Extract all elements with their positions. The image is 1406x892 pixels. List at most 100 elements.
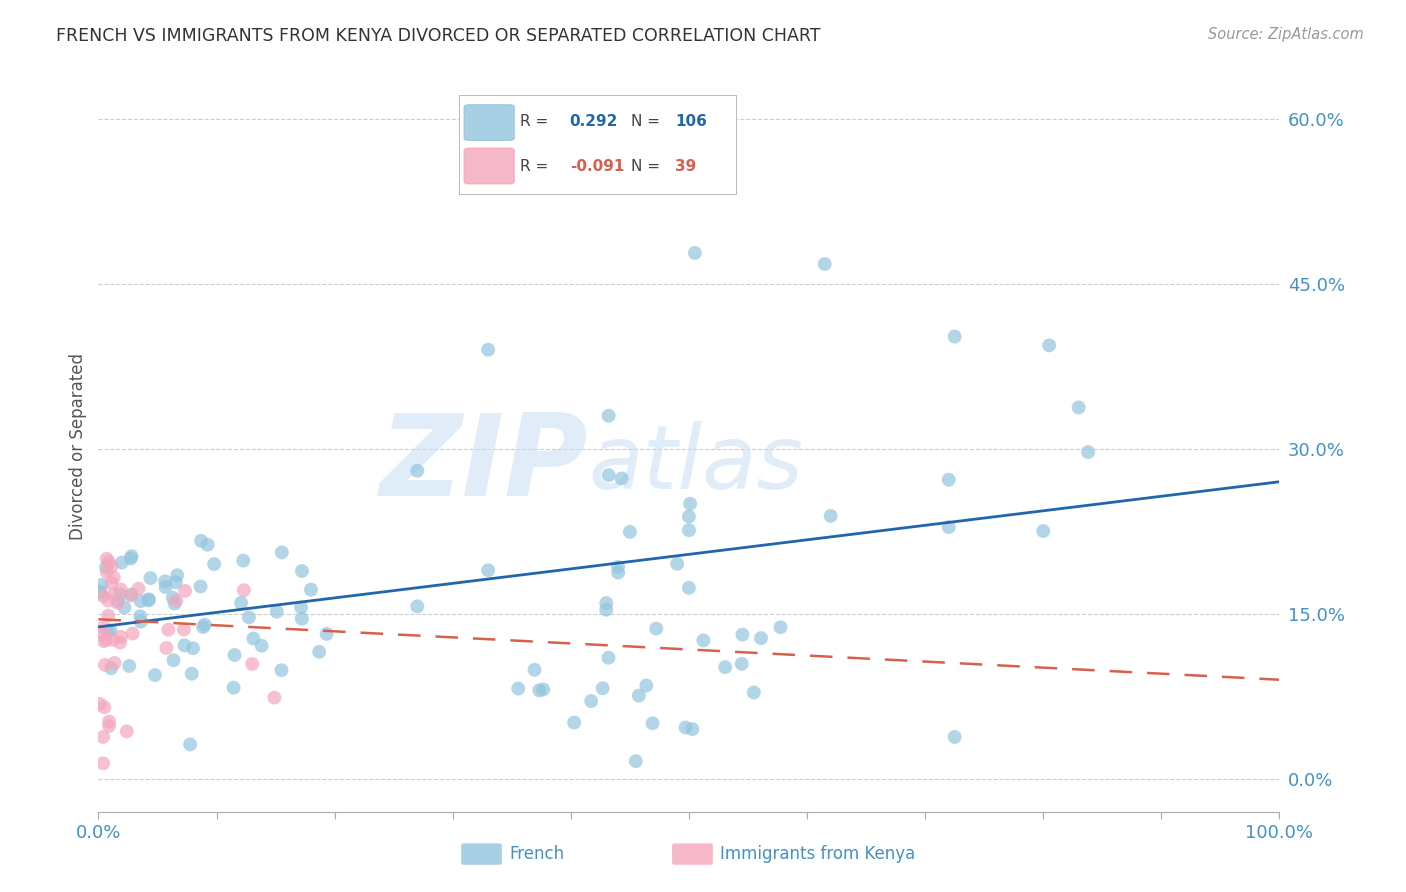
Point <box>531 682 554 697</box>
Point <box>938 520 960 534</box>
Point <box>94 633 117 648</box>
Point <box>97 624 120 639</box>
Point <box>477 563 499 577</box>
Point <box>97 593 120 607</box>
Point <box>607 560 630 574</box>
Point <box>129 594 152 608</box>
Point <box>595 603 617 617</box>
Point <box>157 623 180 637</box>
Point <box>165 593 187 607</box>
Point <box>91 756 114 771</box>
Point <box>290 600 312 615</box>
Point <box>681 722 703 736</box>
Point <box>508 681 530 696</box>
Point <box>121 549 143 564</box>
Point <box>598 409 620 423</box>
Point <box>166 568 188 582</box>
Point <box>118 659 141 673</box>
Point <box>100 661 122 675</box>
Point <box>619 524 641 539</box>
Point <box>94 560 117 574</box>
Point <box>143 668 166 682</box>
Point <box>938 473 960 487</box>
Point <box>610 471 633 485</box>
Text: Source: ZipAtlas.com: Source: ZipAtlas.com <box>1208 27 1364 42</box>
Point <box>103 656 125 670</box>
Point <box>100 559 122 574</box>
Point <box>194 617 217 632</box>
Point <box>108 635 131 649</box>
Point <box>814 257 837 271</box>
Point <box>270 663 292 677</box>
Point <box>607 566 630 580</box>
Point <box>678 523 700 537</box>
Point <box>174 583 197 598</box>
Point <box>162 653 184 667</box>
Point <box>96 565 118 579</box>
Point <box>232 554 254 568</box>
Point <box>190 579 212 593</box>
Point <box>679 497 702 511</box>
Point <box>1038 338 1060 352</box>
Point <box>107 594 129 608</box>
Point <box>238 610 260 624</box>
Point <box>627 689 650 703</box>
Point <box>120 587 142 601</box>
Point <box>224 648 246 662</box>
Point <box>91 589 114 603</box>
Point <box>598 468 620 483</box>
Point <box>666 557 689 571</box>
Point <box>153 574 176 589</box>
Point <box>191 620 214 634</box>
Point <box>315 627 337 641</box>
Point <box>692 633 714 648</box>
Point <box>181 641 204 656</box>
Point <box>93 700 115 714</box>
Point <box>731 657 754 671</box>
Point <box>162 591 184 605</box>
Point <box>163 597 186 611</box>
Point <box>100 576 122 591</box>
Point <box>598 650 620 665</box>
Y-axis label: Divorced or Separated: Divorced or Separated <box>69 352 87 540</box>
Point <box>155 640 177 655</box>
Point <box>173 623 195 637</box>
Point <box>89 585 111 599</box>
Point <box>624 754 647 768</box>
Point <box>678 581 700 595</box>
Point <box>592 681 614 696</box>
Point <box>229 596 252 610</box>
Point <box>742 685 765 699</box>
Point <box>89 584 111 599</box>
Point <box>291 564 314 578</box>
Point <box>110 587 132 601</box>
Point <box>943 329 966 343</box>
Point <box>641 716 664 731</box>
Point <box>820 508 842 523</box>
Point <box>98 714 121 729</box>
Point <box>1067 401 1090 415</box>
Point <box>222 681 245 695</box>
Point <box>232 583 254 598</box>
Point <box>263 690 285 705</box>
Point <box>115 724 138 739</box>
Point <box>128 582 150 596</box>
Text: FRENCH VS IMMIGRANTS FROM KENYA DIVORCED OR SEPARATED CORRELATION CHART: FRENCH VS IMMIGRANTS FROM KENYA DIVORCED… <box>56 27 821 45</box>
Point <box>100 624 122 638</box>
Point <box>645 622 668 636</box>
Point <box>98 555 121 569</box>
Point <box>579 694 602 708</box>
Point <box>624 145 647 159</box>
Point <box>180 666 202 681</box>
Point <box>111 556 134 570</box>
Point <box>138 592 160 607</box>
Point <box>103 587 125 601</box>
Point <box>89 697 111 711</box>
Point <box>138 593 160 607</box>
Point <box>110 582 132 597</box>
Point <box>110 630 132 644</box>
Point <box>406 599 429 614</box>
Point <box>97 608 120 623</box>
Point <box>91 627 114 641</box>
Point <box>120 551 142 566</box>
